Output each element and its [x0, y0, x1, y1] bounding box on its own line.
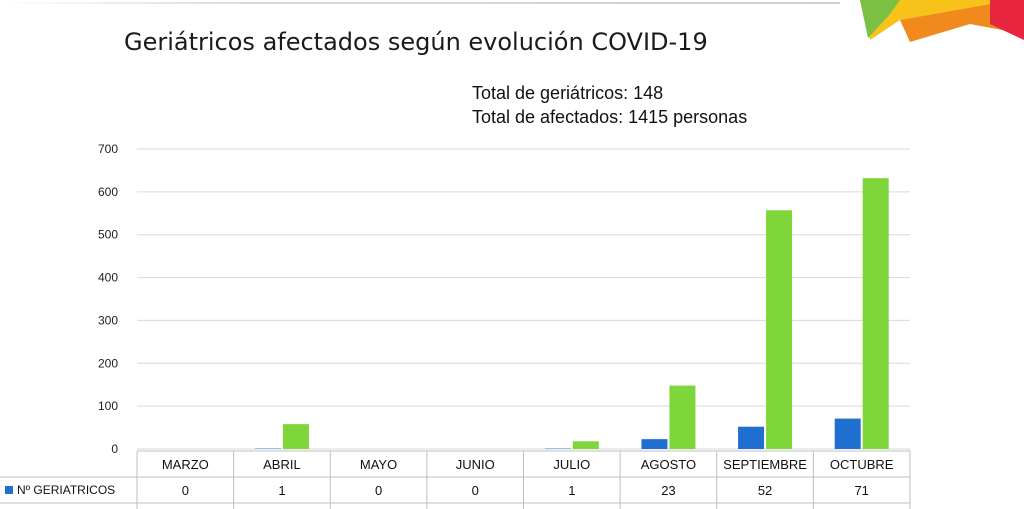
x-tick-label: JULIO: [553, 457, 590, 472]
bar-afectados: [669, 385, 696, 449]
y-tick-label: 600: [98, 185, 118, 199]
y-tick-label: 200: [98, 356, 118, 370]
bar-afectados: [766, 210, 793, 449]
brand-logo-icon: [860, 0, 1024, 42]
x-tick-label: MARZO: [162, 457, 209, 472]
data-value-geriatricos: 23: [661, 483, 675, 498]
y-tick-label: 300: [98, 313, 118, 327]
y-tick-label: 0: [111, 442, 118, 456]
y-tick-label: 500: [98, 228, 118, 242]
bar-geriatricos: [834, 418, 861, 449]
page-title: Geriátricos afectados según evolución CO…: [124, 28, 708, 56]
x-tick-label: JUNIO: [456, 457, 495, 472]
legend-swatch-geriatricos: [5, 486, 13, 494]
bar-afectados: [862, 178, 889, 449]
legend-label-geriatricos: Nº GERIATRICOS: [17, 483, 115, 497]
x-tick-label: SEPTIEMBRE: [723, 457, 807, 472]
data-value-geriatricos: 71: [854, 483, 868, 498]
y-tick-label: 700: [98, 142, 118, 156]
bar-afectados: [282, 424, 309, 449]
x-tick-label: OCTUBRE: [830, 457, 894, 472]
data-value-geriatricos: 0: [472, 483, 479, 498]
x-tick-label: ABRIL: [263, 457, 301, 472]
data-value-geriatricos: 0: [182, 483, 189, 498]
bar-geriatricos: [738, 426, 765, 449]
data-value-geriatricos: 0: [375, 483, 382, 498]
x-tick-label: AGOSTO: [641, 457, 696, 472]
data-value-geriatricos: 52: [758, 483, 772, 498]
totals-block: Total de geriátricos: 148 Total de afect…: [472, 81, 747, 129]
x-tick-label: MAYO: [360, 457, 397, 472]
bar-afectados: [572, 441, 599, 449]
y-tick-label: 100: [98, 399, 118, 413]
total-afectados-text: Total de afectados: 1415 personas: [472, 107, 748, 127]
y-tick-label: 400: [98, 271, 118, 285]
bar-geriatricos: [641, 439, 668, 449]
data-value-geriatricos: 1: [568, 483, 575, 498]
top-divider-line: [0, 2, 840, 4]
total-geriatricos-text: Total de geriátricos: 148: [472, 83, 664, 103]
data-value-geriatricos: 1: [278, 483, 285, 498]
